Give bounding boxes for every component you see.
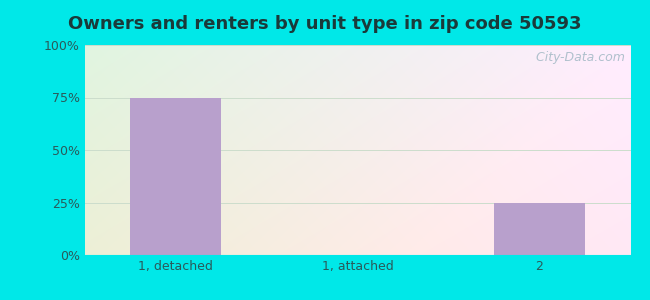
Bar — [130, 98, 221, 255]
Text: City-Data.com: City-Data.com — [532, 51, 625, 64]
Bar — [494, 202, 585, 255]
Text: Owners and renters by unit type in zip code 50593: Owners and renters by unit type in zip c… — [68, 15, 582, 33]
